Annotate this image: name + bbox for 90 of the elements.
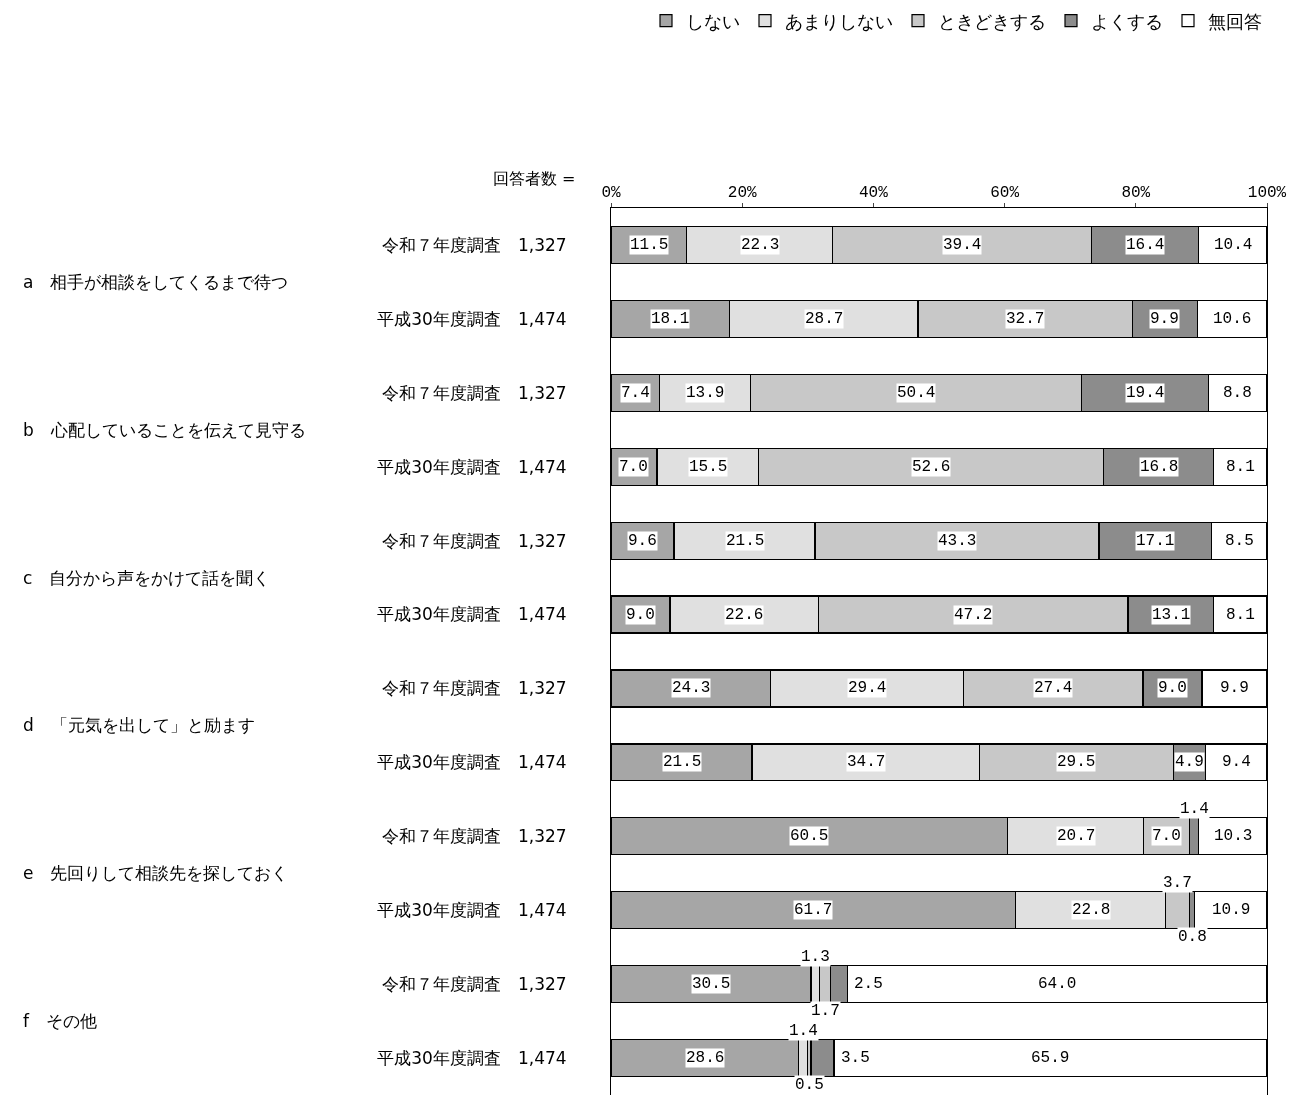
data-label: 11.5 xyxy=(630,236,669,254)
data-label: 2.5 xyxy=(854,975,883,993)
y-tick-label: 令和７年度調査 1,327 xyxy=(381,974,567,995)
data-label: 29.5 xyxy=(1057,753,1096,771)
data-label: 9.0 xyxy=(626,606,655,624)
data-label: 24.3 xyxy=(672,679,711,697)
data-label: 16.8 xyxy=(1140,458,1179,476)
data-label: 17.1 xyxy=(1136,532,1175,550)
data-label: 28.7 xyxy=(805,310,844,328)
data-label: 13.1 xyxy=(1152,606,1191,624)
data-label: 22.6 xyxy=(725,606,764,624)
data-label: 9.4 xyxy=(1222,753,1251,771)
text: e 先回りして相談先を探しておく xyxy=(23,863,289,883)
data-label: 64.0 xyxy=(1038,975,1077,993)
legend-label: あまりしない xyxy=(785,10,893,32)
x-tick-label: 80% xyxy=(1121,183,1151,202)
data-label: 27.4 xyxy=(1034,679,1073,697)
y-tick-label: 平成30年度調査 1,474 xyxy=(377,604,567,625)
y-tick-label: 平成30年度調査 1,474 xyxy=(377,456,567,477)
data-label: 10.4 xyxy=(1214,236,1253,254)
data-label: 18.1 xyxy=(651,310,690,328)
data-label: 0.8 xyxy=(1178,928,1207,946)
data-label: 30.5 xyxy=(692,975,731,993)
data-label: 9.0 xyxy=(1158,679,1187,697)
data-label: 15.5 xyxy=(689,458,728,476)
data-label: 1.4 xyxy=(1180,800,1209,818)
data-label: 29.4 xyxy=(848,679,887,697)
x-tick-label: 100% xyxy=(1247,183,1287,202)
legend-label: よくする xyxy=(1091,10,1163,32)
data-label: 1.7 xyxy=(811,1002,840,1020)
data-label: 1.4 xyxy=(789,1022,818,1040)
data-label: 13.9 xyxy=(686,384,725,402)
data-label: 21.5 xyxy=(726,532,765,550)
y-tick-label: 令和７年度調査 1,327 xyxy=(381,678,567,699)
data-label: 10.3 xyxy=(1214,827,1253,845)
data-label: 4.9 xyxy=(1175,753,1204,771)
data-label: 7.4 xyxy=(621,384,650,402)
data-label: 3.7 xyxy=(1163,874,1192,892)
data-label: 43.3 xyxy=(938,532,977,550)
data-label: 34.7 xyxy=(847,753,886,771)
text: b 心配していることを伝えて見守る xyxy=(23,420,306,440)
data-label: 1.3 xyxy=(801,948,830,966)
data-label: 9.9 xyxy=(1220,679,1249,697)
data-label: 0.5 xyxy=(795,1076,824,1094)
y-tick-label: 令和７年度調査 1,327 xyxy=(381,826,567,847)
y-tick-label: 平成30年度調査 1,474 xyxy=(377,900,567,921)
x-tick-label: 20% xyxy=(727,183,757,202)
data-label: 21.5 xyxy=(663,753,702,771)
text: a 相手が相談をしてくるまで待つ xyxy=(23,272,289,292)
y-tick-label: 令和７年度調査 1,327 xyxy=(381,234,567,255)
y-tick-label: 平成30年度調査 1,474 xyxy=(377,308,567,329)
data-label: 61.7 xyxy=(794,901,833,919)
data-label: 50.4 xyxy=(897,384,936,402)
text: c 自分から声をかけて話を聞く xyxy=(23,568,271,588)
data-label: 7.0 xyxy=(619,458,648,476)
y-tick-label: 令和７年度調査 1,327 xyxy=(381,530,567,551)
legend-label: 無回答 xyxy=(1208,10,1262,32)
legend-label: ときどきする xyxy=(938,10,1046,32)
data-label: 8.1 xyxy=(1226,606,1255,624)
data-label: 22.3 xyxy=(741,236,780,254)
data-label: 10.9 xyxy=(1212,901,1251,919)
data-label: 22.8 xyxy=(1072,901,1111,919)
data-label: 8.1 xyxy=(1226,458,1255,476)
data-label: 28.6 xyxy=(686,1049,725,1067)
data-label: 3.5 xyxy=(841,1049,870,1067)
data-label: 32.7 xyxy=(1006,310,1045,328)
x-tick-label: 0% xyxy=(601,183,621,202)
x-tick-label: 40% xyxy=(858,183,889,202)
legend-label: しない xyxy=(686,10,740,32)
data-label: 16.4 xyxy=(1126,236,1165,254)
data-label: 9.9 xyxy=(1150,310,1179,328)
data-label: 7.0 xyxy=(1152,827,1181,845)
y-tick-label: 平成30年度調査 1,474 xyxy=(377,752,567,773)
data-label: 47.2 xyxy=(954,606,993,624)
data-label: 65.9 xyxy=(1031,1049,1070,1067)
data-label: 8.8 xyxy=(1223,384,1252,402)
x-tick-label: 60% xyxy=(990,183,1020,202)
data-label: 9.6 xyxy=(628,532,657,550)
data-label: 52.6 xyxy=(912,458,951,476)
text: d 「元気を出して」と励ます xyxy=(23,715,255,735)
data-label: 39.4 xyxy=(943,236,982,254)
text: 回答者数 = xyxy=(493,169,576,188)
data-label: 20.7 xyxy=(1057,827,1096,845)
data-label: 19.4 xyxy=(1126,384,1165,402)
data-label: 10.6 xyxy=(1213,310,1252,328)
data-label: 60.5 xyxy=(790,827,829,845)
text: f その他 xyxy=(23,1011,97,1031)
data-label: 8.5 xyxy=(1225,532,1254,550)
y-tick-label: 令和７年度調査 1,327 xyxy=(381,382,567,403)
y-tick-label: 平成30年度調査 1,474 xyxy=(377,1047,567,1068)
